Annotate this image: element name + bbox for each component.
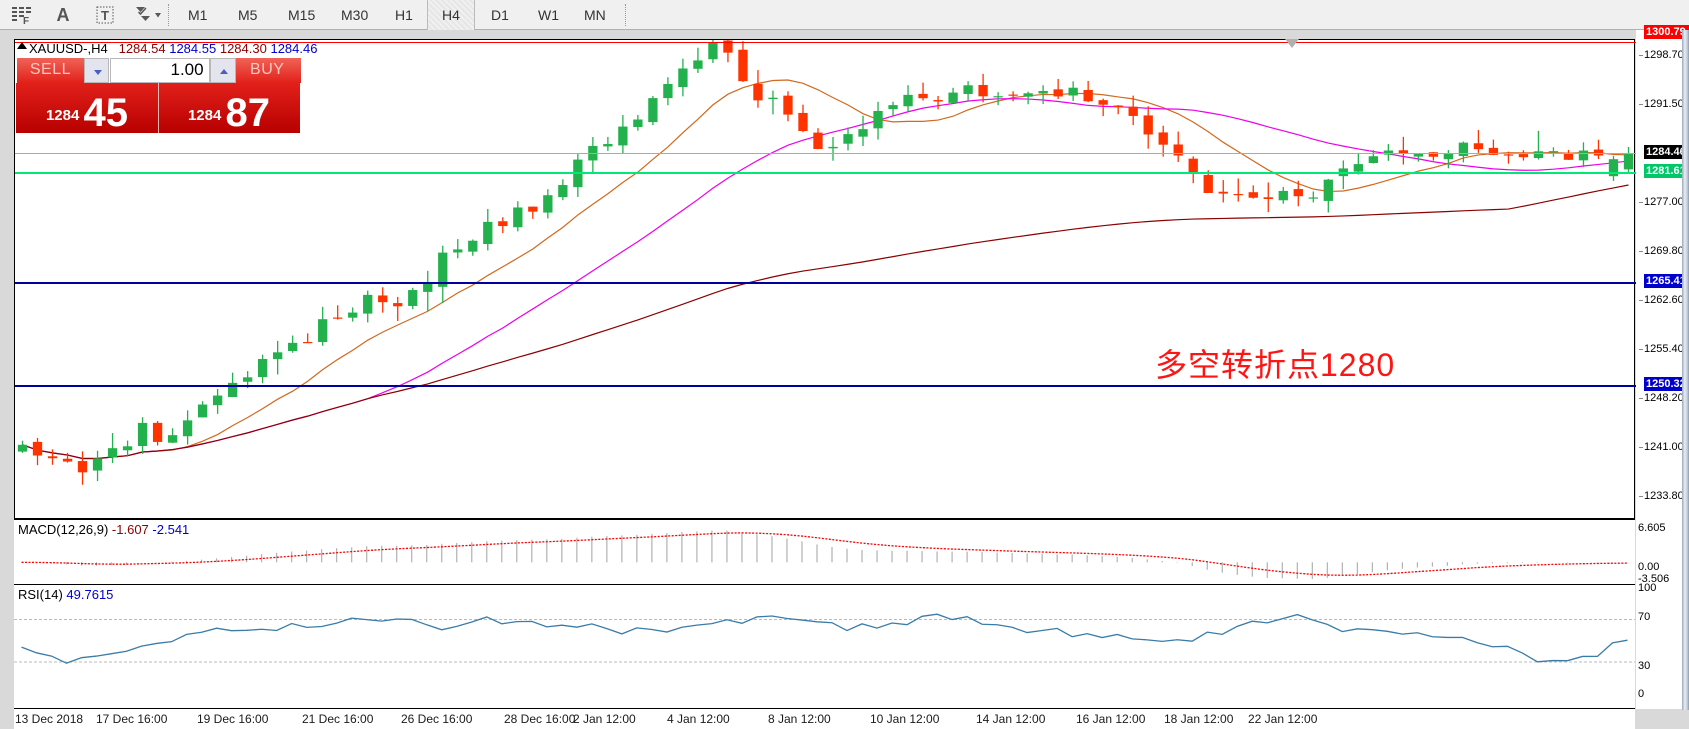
svg-text:T: T: [101, 8, 109, 23]
svg-text:F: F: [23, 16, 29, 27]
svg-text:A: A: [57, 5, 70, 25]
